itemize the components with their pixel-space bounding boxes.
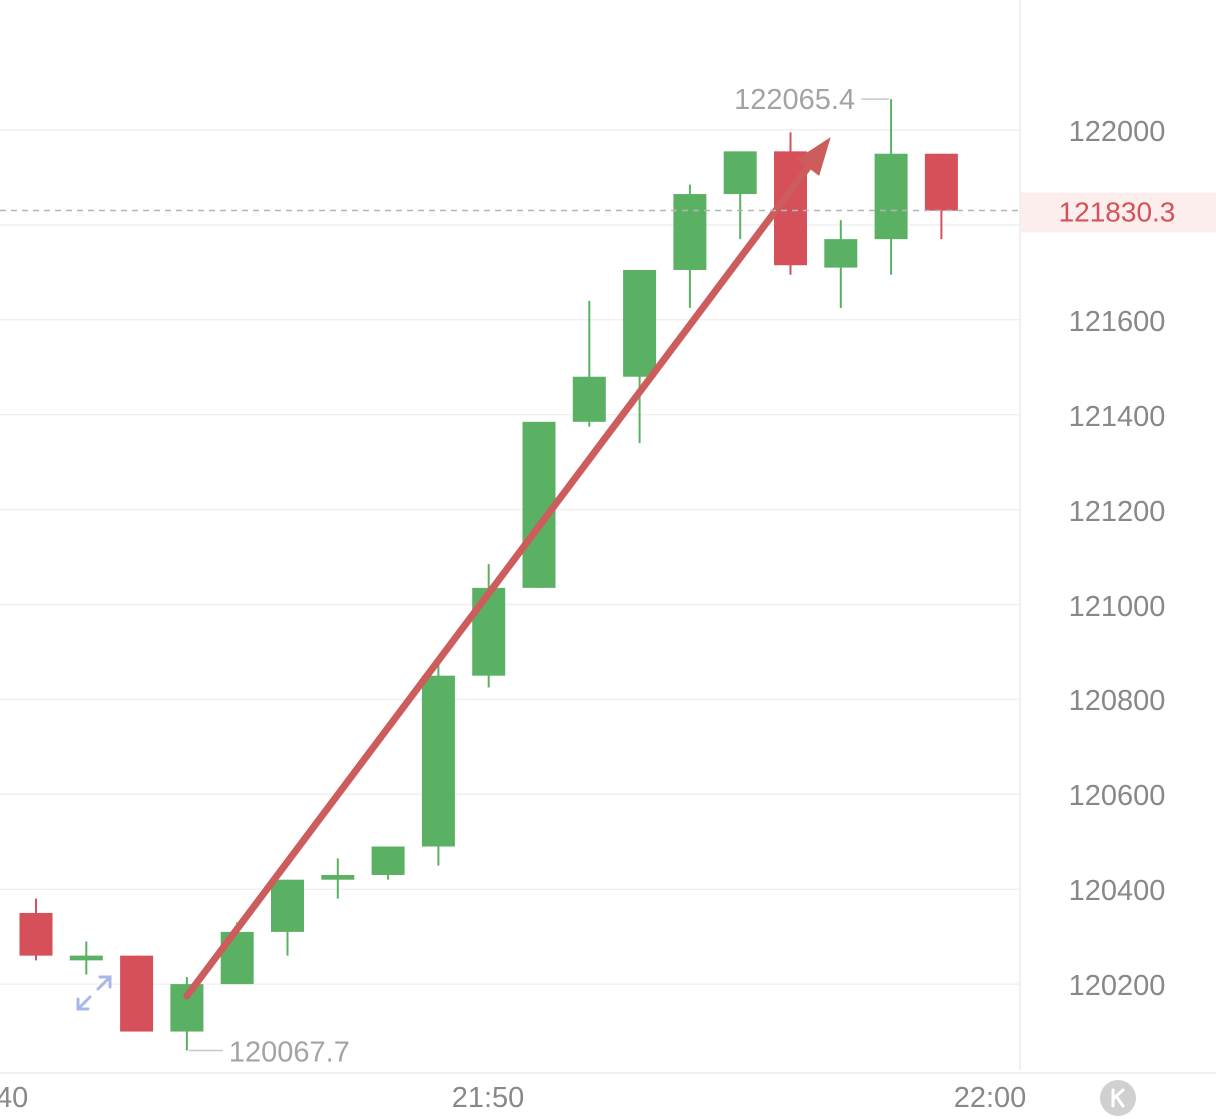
y-tick-label: 120200 [1069,970,1166,1002]
y-axis: 122000 121600 121400 121200 121000 12080… [1069,116,1166,1002]
x-tick-label: 21:50 [452,1082,525,1114]
candle-body [69,955,103,961]
candle-up [421,661,455,866]
candle-up [271,879,304,956]
candle-up [623,269,657,444]
candle-up [673,184,707,308]
candle-up [824,220,858,308]
candle-body [673,194,707,270]
candle-up [321,858,355,899]
candles [19,99,958,1051]
x-axis: 40 21:50 22:00 [0,1082,1026,1114]
candle-up [522,421,556,588]
candle-up [170,976,204,1051]
y-tick-label: 120800 [1069,685,1166,717]
x-tick-label: 22:00 [954,1082,1027,1114]
current-price-marker: 121830.3 [0,192,1216,233]
candle-up [69,941,103,975]
y-tick-label: 121000 [1069,591,1166,623]
trend-arrow [183,137,831,1000]
candle-down [120,955,154,1032]
arrow-head [796,137,831,176]
candle-body [522,421,556,588]
x-tick-label: 40 [0,1082,28,1114]
candle-up [371,846,405,880]
candle-body [421,675,455,847]
candle-body [271,879,304,932]
y-tick-label: 120400 [1069,875,1166,907]
candle-body [472,587,506,676]
candle-body [824,239,858,268]
candle-body [924,153,958,211]
y-tick-label: 121200 [1069,496,1166,528]
current-price-badge [1021,192,1216,233]
candle-body [120,955,154,1032]
candle-body [572,376,606,422]
low-price-label: 120067.7 [229,1037,350,1069]
candle-body [371,846,405,875]
extreme-markers: 122065.4 120067.7 [188,84,890,1069]
y-tick-label: 120600 [1069,780,1166,812]
y-tick-label: 121400 [1069,401,1166,433]
k-logo-icon[interactable] [1100,1080,1136,1116]
candle-up [723,151,757,240]
candle-down [19,898,53,961]
y-tick-label: 121600 [1069,306,1166,338]
grid-lines [0,129,1020,985]
high-price-label: 122065.4 [734,84,855,116]
arrow-shaft [183,164,812,1000]
candle-up [572,300,606,427]
candle-body [623,269,657,377]
current-price-label: 121830.3 [1059,197,1176,228]
candle-down [924,153,958,240]
y-tick-label: 122000 [1069,116,1166,148]
candle-up [874,99,908,275]
candle-body [723,151,757,195]
candle-body [321,874,355,880]
expand-diagonal-icon[interactable] [76,975,112,1011]
candle-body [874,153,908,240]
candle-body [19,912,53,956]
